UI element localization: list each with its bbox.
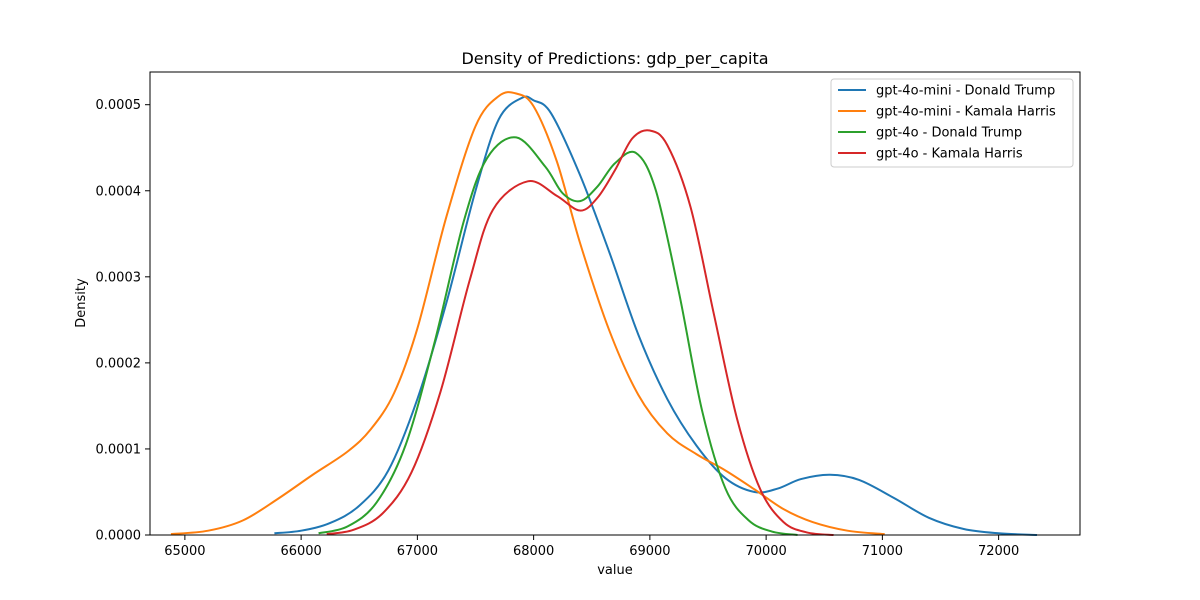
x-axis: 65000 66000 67000 68000 69000 70000 71000 72000 [164, 535, 1019, 559]
y-axis: 0.0000 0.0001 0.0002 0.0003 0.0004 0.0005 [96, 98, 150, 544]
y-tick-label: 0.0000 [96, 529, 142, 544]
x-tick-label: 72000 [978, 544, 1019, 559]
x-tick-label: 69000 [629, 544, 670, 559]
series-line-3 [318, 136, 798, 536]
y-tick-label: 0.0001 [96, 442, 142, 457]
x-tick-label: 68000 [513, 544, 554, 559]
chart-title: Density of Predictions: gdp_per_capita [461, 49, 768, 69]
x-tick-label: 70000 [745, 544, 786, 559]
y-axis-label: Density [74, 278, 89, 328]
legend-label: gpt-4o - Donald Trump [876, 126, 1022, 141]
x-tick-label: 65000 [164, 544, 205, 559]
legend-label: gpt-4o - Kamala Harris [876, 147, 1023, 162]
legend-label: gpt-4o-mini - Kamala Harris [876, 105, 1056, 120]
series-line-1 [274, 95, 1038, 536]
y-tick-label: 0.0003 [96, 270, 142, 285]
x-tick-label: 66000 [280, 544, 321, 559]
plot-area [170, 91, 1038, 536]
plot-frame [149, 71, 1081, 536]
y-tick-label: 0.0002 [96, 356, 142, 371]
legend: gpt-4o-mini - Donald Trump gpt-4o-mini - … [830, 78, 1074, 168]
legend-label: gpt-4o-mini - Donald Trump [876, 84, 1055, 99]
x-axis-label: value [597, 563, 633, 578]
y-tick-label: 0.0004 [96, 184, 142, 199]
x-tick-label: 71000 [862, 544, 903, 559]
y-tick-label: 0.0005 [96, 98, 142, 113]
x-tick-label: 67000 [397, 544, 438, 559]
series-line-2 [170, 91, 885, 536]
legend-box [830, 78, 1074, 168]
series-line-4 [326, 129, 834, 536]
